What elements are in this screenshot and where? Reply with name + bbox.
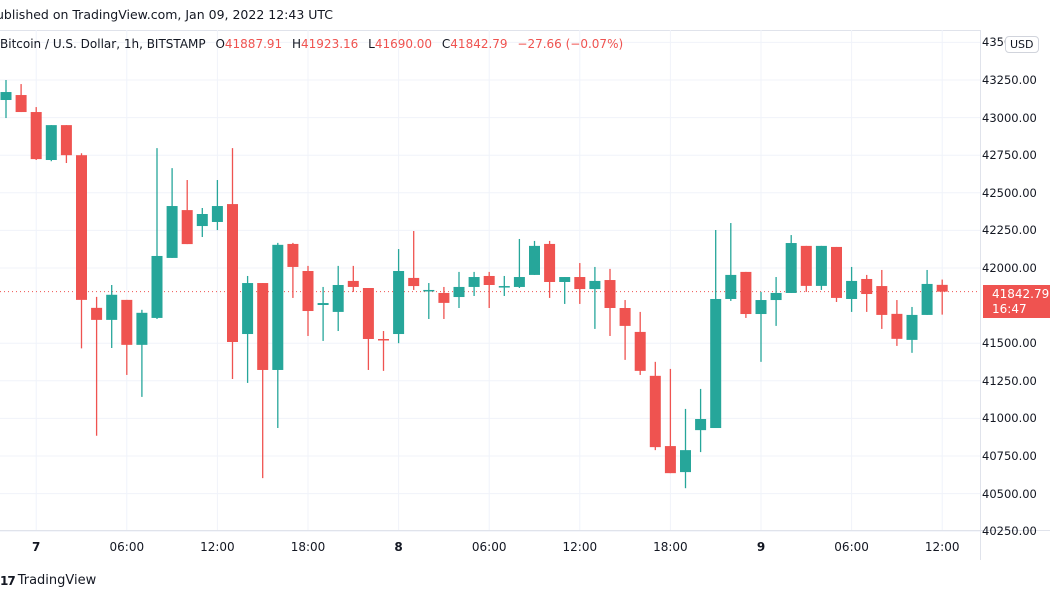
price-tick-label: 42250.00: [982, 223, 1037, 238]
time-tick-label: 12:00: [924, 540, 960, 554]
price-tick-label: 42000.00: [982, 261, 1037, 275]
low-value: 41690.00: [374, 37, 433, 51]
tradingview-logo[interactable]: 17 TradingView: [0, 573, 96, 588]
open-label: O: [215, 37, 225, 51]
price-tick-label: 42750.00: [982, 148, 1037, 163]
ohlc-legend: Bitcoin / U.S. Dollar, 1h, BITSTAMP O418…: [0, 37, 623, 51]
price-tick-label: 40500.00: [982, 486, 1037, 501]
time-tick-label: 06:00: [109, 540, 145, 554]
time-tick-label: 18:00: [653, 540, 688, 554]
price-tick-label: 41500.00: [982, 336, 1037, 351]
price-tick-label: 42500.00: [982, 185, 1037, 200]
time-tick-label: 12:00: [200, 540, 235, 554]
price-tick-label: 40250.00: [982, 524, 1037, 539]
logo-text: TradingView: [17, 573, 97, 588]
time-tick-label: 8: [394, 540, 403, 554]
high-value: 41923.16: [301, 37, 359, 51]
candlestick-chart[interactable]: [0, 0, 1050, 560]
published-caption: ublished on TradingView.com, Jan 09, 202…: [0, 7, 334, 22]
price-tick-label: 43250.00: [982, 73, 1037, 87]
open-value: 41887.91: [224, 37, 283, 51]
time-tick-label: 12:00: [562, 540, 598, 554]
time-tick-label: 06:00: [834, 540, 869, 554]
price-tick-label: 43000.00: [982, 110, 1037, 125]
time-tick-label: 06:00: [471, 540, 507, 554]
last-price-tag: 41842.79 16:47: [983, 285, 1050, 318]
close-value: 41842.79: [450, 37, 508, 51]
low-label: L: [368, 37, 375, 51]
currency-button[interactable]: USD: [1005, 36, 1039, 53]
high-label: H: [292, 37, 302, 51]
symbol-title[interactable]: Bitcoin / U.S. Dollar, 1h, BITSTAMP: [0, 37, 206, 51]
header-divider: [0, 30, 980, 31]
close-label: C: [441, 37, 451, 51]
last-price-value: 41842.79: [992, 287, 1050, 301]
time-tick-label: 9: [756, 540, 766, 554]
change-value: −27.66 (−0.07%): [517, 37, 624, 51]
price-tick-label: 40750.00: [982, 449, 1037, 463]
bar-countdown: 16:47: [992, 302, 1027, 316]
time-tick-label: 18:00: [290, 540, 326, 554]
price-tick-label: 41250.00: [982, 373, 1037, 388]
price-tick-label: 41000.00: [982, 411, 1037, 426]
tradingview-logo-icon: 17: [0, 573, 16, 588]
time-tick-label: 7: [32, 540, 41, 554]
